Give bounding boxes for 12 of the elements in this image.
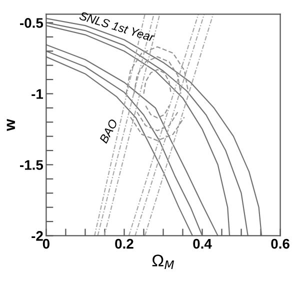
x-tick-label: 0.6 (271, 238, 290, 249)
y-tick-label: -0.5 (20, 18, 44, 28)
x-tick-label: 0 (42, 238, 50, 249)
x-axis-title: Ω$_{M}$ (152, 254, 174, 270)
y-tick-label: -1.5 (20, 160, 44, 170)
x-tick-label: 0.4 (193, 238, 212, 249)
y-tick-label: -2 (32, 231, 43, 241)
y-axis-title: w (6, 118, 15, 131)
annotation: BAO (99, 118, 118, 144)
y-tick-label: -1 (32, 89, 44, 99)
annotation: SNLS 1st Year (78, 11, 156, 42)
x-tick-label: 0.2 (115, 238, 134, 249)
